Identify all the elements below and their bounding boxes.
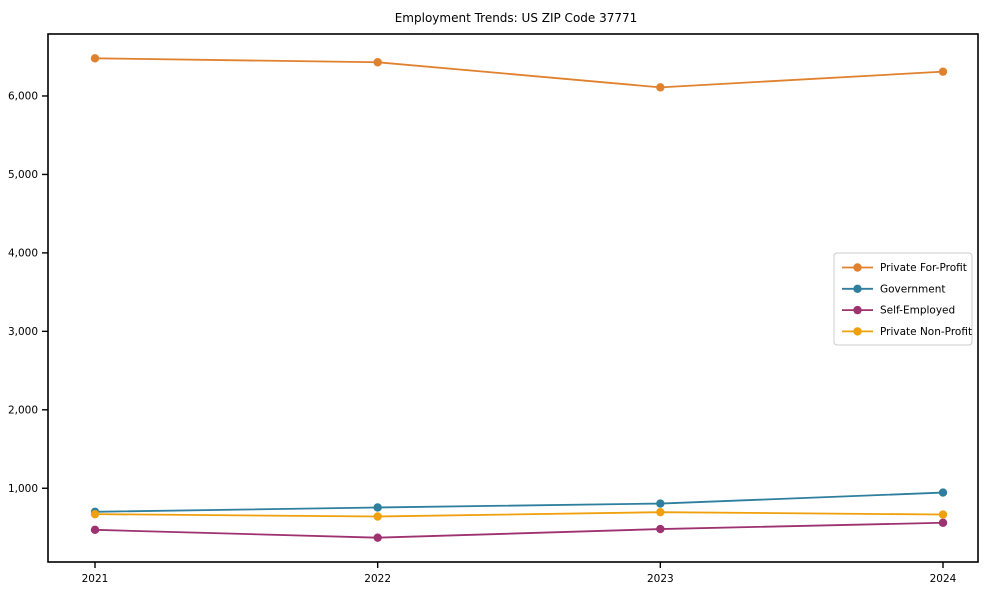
data-point-private-non-profit [90, 509, 100, 519]
data-point-self-employed [656, 524, 665, 534]
legend-marker-self-employed [853, 305, 862, 315]
legend-label-private-for-profit: Private For-Profit [880, 262, 967, 274]
legend-label-private-non-profit: Private Non-Profit [880, 326, 972, 338]
legend-marker-private-for-profit [853, 263, 862, 272]
series-line-private-for-profit [94, 57, 944, 89]
series-line-government [94, 491, 944, 513]
x-tick-label: 2023 [647, 573, 674, 585]
x-tick-label: 2024 [930, 573, 957, 585]
x-tick-label: 2022 [364, 573, 391, 585]
plot-border [47, 33, 979, 563]
data-point-government [938, 488, 948, 497]
data-point-self-employed [90, 525, 100, 535]
data-point-private-for-profit [938, 67, 948, 76]
data-point-private-non-profit [938, 510, 948, 519]
data-point-private-non-profit [656, 507, 665, 517]
plot-area: 1,000 2,000 3,000 4,000 5,000 6,000 2021 2022 20… [8, 33, 979, 585]
legend-label-self-employed: Self-Employed [880, 305, 955, 317]
y-tick-label: 5,000 [8, 169, 38, 181]
y-tick-label: 3,000 [8, 326, 38, 338]
legend-label-government: Government [880, 283, 945, 295]
data-point-government [656, 499, 665, 508]
legend-marker-government [853, 284, 862, 293]
data-point-government [373, 503, 382, 512]
data-point-private-for-profit [373, 58, 382, 67]
data-point-self-employed [938, 518, 948, 527]
series-line-self-employed [94, 521, 944, 539]
chart-title: Employment Trends: US ZIP Code 37771 [395, 11, 638, 25]
data-point-self-employed [373, 533, 382, 542]
y-tick-label: 6,000 [8, 90, 38, 102]
legend-box [833, 252, 973, 346]
series-line-private-non-profit [94, 511, 944, 518]
data-point-private-for-profit [656, 83, 665, 92]
legend-marker-private-non-profit [853, 327, 862, 336]
y-tick-label: 4,000 [8, 247, 38, 259]
x-tick-label: 2021 [82, 573, 109, 585]
y-tick-label: 2,000 [8, 404, 38, 416]
y-tick-label: 1,000 [8, 483, 38, 495]
data-point-private-non-profit [373, 512, 382, 521]
data-point-private-for-profit [90, 54, 100, 63]
